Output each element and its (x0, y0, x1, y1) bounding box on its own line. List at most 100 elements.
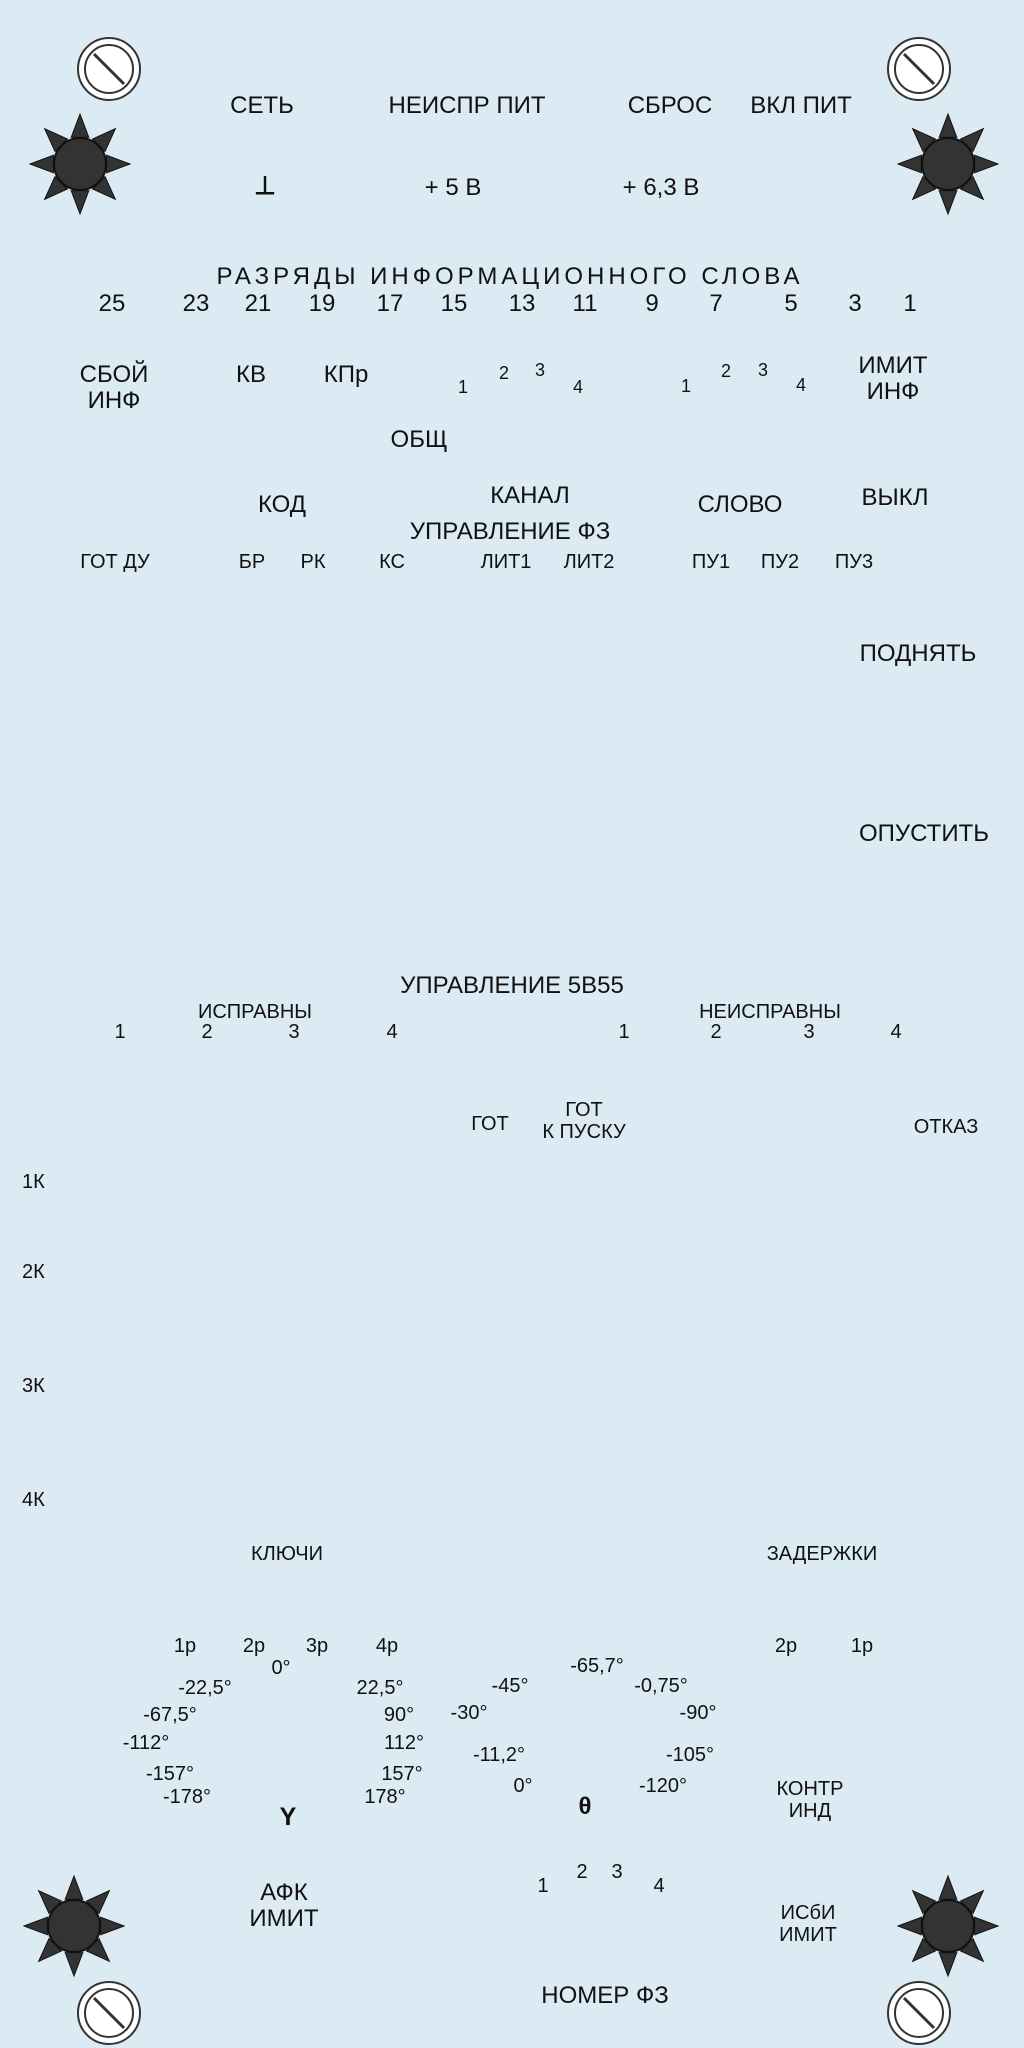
theta-angle: 0° (513, 1775, 533, 1797)
bit-number: 5 (784, 290, 798, 317)
ok-number: 3 (288, 1021, 300, 1043)
ok-number: 4 (386, 1021, 398, 1043)
fault-power-label: НЕИСПР ПИТ (388, 92, 546, 119)
theta-angle: -11,2° (472, 1744, 526, 1766)
gamma-angle: -67,5° (143, 1704, 197, 1726)
ok-number: 1 (114, 1021, 126, 1043)
ok-label: ИСПРАВНЫ (197, 1001, 313, 1023)
gamma-position: 2р (242, 1635, 266, 1657)
bit-number: 7 (709, 290, 723, 317)
bits-title: РАЗРЯДЫ ИНФОРМАЦИОННОГО СЛОВА (216, 263, 804, 290)
fz-label: ПУ1 (691, 551, 731, 573)
keys-label: КЛЮЧИ (250, 1543, 324, 1565)
sun-knob-icon[interactable] (886, 112, 1010, 216)
fail-info-label: СБОЙ ИНФ (79, 361, 149, 414)
gamma-angle: -22,5° (178, 1677, 232, 1699)
theta-symbol: θ (578, 1793, 592, 1820)
theta-angle: -45° (491, 1675, 529, 1697)
gamma-angle: 90° (383, 1704, 415, 1726)
sun-knob-icon[interactable] (886, 1874, 1010, 1978)
raise-label: ПОДНЯТЬ (859, 640, 977, 667)
kpr-label: КПр (323, 361, 369, 388)
common-label: ОБЩ (390, 426, 448, 453)
channel-number: 1 (680, 376, 692, 396)
channel-number: 4 (795, 375, 807, 395)
fz-label: КС (379, 551, 405, 573)
faulty-number: 3 (803, 1021, 815, 1043)
fz-number: 2 (576, 1861, 588, 1883)
slot-screw-icon (887, 1981, 951, 2045)
faulty-number: 2 (710, 1021, 722, 1043)
word-label: СЛОВО (697, 491, 783, 518)
gamma-angle: 178° (364, 1786, 406, 1808)
launcher-row-label: 3К (22, 1375, 45, 1397)
v5-label: + 5 В (424, 174, 482, 201)
fz-number-title: НОМЕР ФЗ (541, 1982, 669, 2009)
delay-position: 1р (850, 1635, 874, 1657)
afk-imit-label: АФК ИМИТ (249, 1879, 319, 1932)
channel-number: 1 (457, 377, 469, 397)
off-label: ВЫКЛ (861, 484, 929, 511)
reset-label: СБРОС (627, 92, 713, 119)
delays-label: ЗАДЕРЖКИ (766, 1543, 878, 1565)
theta-angle: -105° (665, 1744, 715, 1766)
fz-number: 3 (611, 1861, 623, 1883)
bit-number: 13 (508, 290, 536, 317)
gamma-angle: 0° (271, 1657, 291, 1679)
bit-number: 15 (440, 290, 468, 317)
power-on-label: ВКЛ ПИТ (750, 92, 852, 119)
slot-screw-icon (77, 1981, 141, 2045)
fz-control-title: УПРАВЛЕНИЕ ФЗ (409, 518, 611, 545)
fail-label: ОТКАЗ (913, 1116, 979, 1138)
gamma-position: 1р (173, 1635, 197, 1657)
channel-number: 3 (534, 360, 546, 380)
channel-label: КАНАЛ (490, 482, 570, 509)
fz-label: ЛИТ1 (480, 551, 532, 573)
contr-ind-label: КОНТР ИНД (776, 1778, 844, 1822)
fz-label: ПУ3 (834, 551, 874, 573)
imit-info-label: ИМИТ ИНФ (858, 352, 928, 405)
isbi-imit-label: ИСбИ ИМИТ (779, 1902, 837, 1946)
gamma-angle: -178° (162, 1786, 212, 1808)
fz-label: РК (300, 551, 326, 573)
bit-number: 21 (244, 290, 272, 317)
bit-number: 25 (98, 290, 126, 317)
theta-angle: -120° (638, 1775, 688, 1797)
channel-number: 3 (757, 360, 769, 380)
v63-label: + 6,3 В (622, 174, 700, 201)
control-5v55-title: УПРАВЛЕНИЕ 5В55 (400, 972, 624, 999)
bit-number: 19 (308, 290, 336, 317)
slot-screw-icon (77, 37, 141, 101)
faulty-number: 1 (618, 1021, 630, 1043)
gamma-angle: -157° (145, 1763, 195, 1785)
ground-symbol: ⊥ (254, 172, 276, 200)
fz-number: 1 (537, 1875, 549, 1897)
fz-label: ЛИТ2 (563, 551, 615, 573)
lower-label: ОПУСТИТЬ (858, 820, 990, 847)
ready-label: ГОТ (471, 1113, 509, 1135)
theta-angle: -65,7° (570, 1655, 624, 1677)
kv-label: КВ (236, 361, 266, 388)
theta-angle: -0,75° (634, 1675, 688, 1697)
launcher-row-label: 1К (22, 1171, 45, 1193)
bit-number: 3 (848, 290, 862, 317)
gamma-symbol: Υ (279, 1803, 297, 1831)
gamma-position: 3р (305, 1635, 329, 1657)
gamma-angle: 157° (381, 1763, 423, 1785)
bit-number: 11 (572, 290, 598, 317)
channel-number: 4 (572, 377, 584, 397)
gamma-position: 4р (375, 1635, 399, 1657)
fz-label: ГОТ ДУ (80, 551, 150, 573)
sun-knob-icon[interactable] (12, 1874, 136, 1978)
sun-knob-icon[interactable] (18, 112, 142, 216)
gamma-angle: 22,5° (356, 1677, 404, 1699)
ok-number: 2 (201, 1021, 213, 1043)
code-label: КОД (257, 491, 307, 518)
bit-number: 17 (376, 290, 404, 317)
gamma-angle: 112° (384, 1732, 424, 1754)
launcher-row-label: 2К (22, 1261, 45, 1283)
bit-number: 9 (645, 290, 659, 317)
theta-angle: -90° (679, 1702, 717, 1724)
theta-angle: -30° (450, 1702, 488, 1724)
ready-launch-label: ГОТ К ПУСКУ (542, 1099, 626, 1143)
